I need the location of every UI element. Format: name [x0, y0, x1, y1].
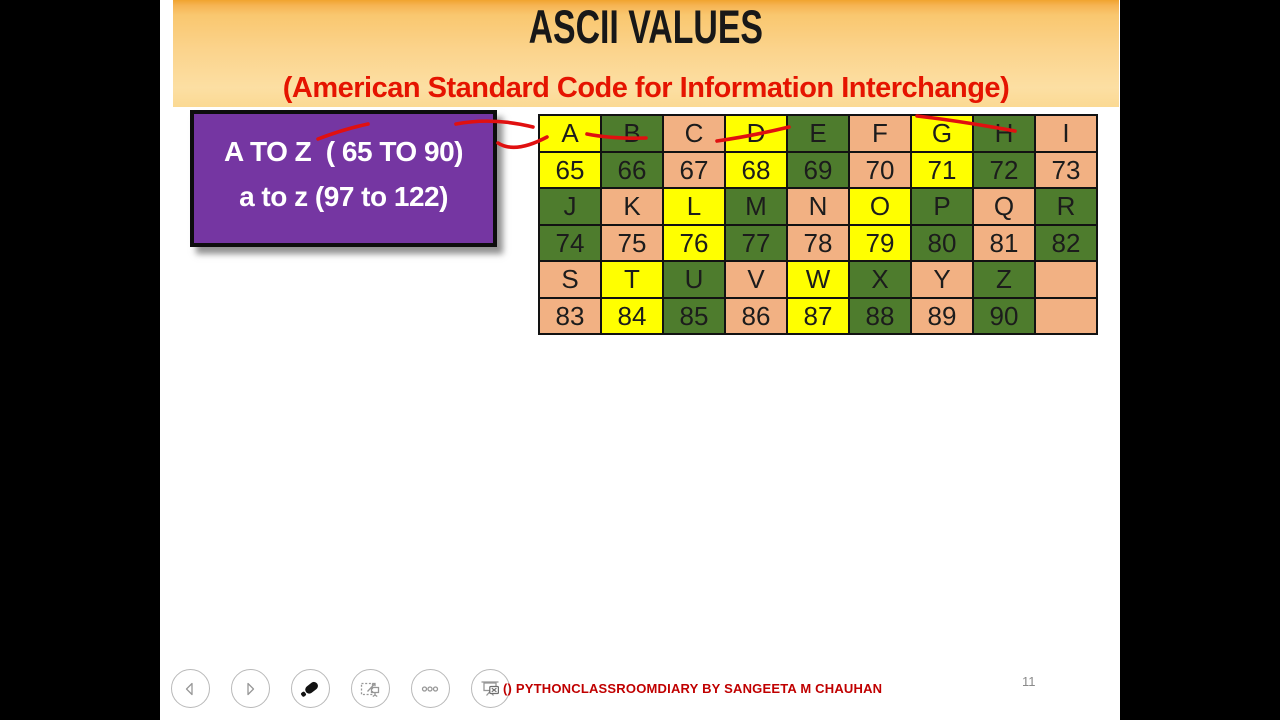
table-cell: Y — [912, 262, 972, 297]
table-cell: F — [850, 116, 910, 151]
zoom-slide-icon — [357, 676, 383, 702]
table-cell: 80 — [912, 225, 972, 260]
table-cell: 85 — [664, 298, 724, 333]
table-cell: 70 — [850, 152, 910, 187]
table-cell — [1036, 262, 1096, 297]
uppercase-range-text: A TO Z ( 65 TO 90) — [224, 136, 463, 167]
table-cell: V — [726, 262, 786, 297]
table-cell: R — [1036, 189, 1096, 224]
end-slideshow-icon — [477, 676, 503, 702]
header-banner: ASCII VALUES (American Standard Code for… — [173, 0, 1119, 107]
table-cell — [1036, 298, 1096, 333]
table-cell: M — [726, 189, 786, 224]
pen-annotations — [316, 114, 1017, 150]
table-cell: S — [540, 262, 600, 297]
table-cell: Z — [974, 262, 1034, 297]
table-cell: W — [788, 262, 848, 297]
table-cell: 71 — [912, 152, 972, 187]
table-cell: 77 — [726, 225, 786, 260]
table-cell: 82 — [1036, 225, 1096, 260]
eraser-pen-icon — [297, 676, 323, 702]
table-cell: 73 — [1036, 152, 1096, 187]
table-cell: U — [664, 262, 724, 297]
table-cell: 89 — [912, 298, 972, 333]
prev-arrow-icon — [178, 677, 202, 701]
table-cell: 81 — [974, 225, 1034, 260]
table-cell: G — [912, 116, 972, 151]
table-cell: 68 — [726, 152, 786, 187]
table-cell: N — [788, 189, 848, 224]
table-cell: 78 — [788, 225, 848, 260]
slide-subtitle: (American Standard Code for Information … — [282, 72, 1010, 104]
table-cell: 74 — [540, 225, 600, 260]
slide-title: ASCII VALUES — [528, 0, 764, 53]
page-number: 11 — [1022, 674, 1036, 689]
table-cell: 69 — [788, 152, 848, 187]
slide: ASCII VALUES (American Standard Code for… — [160, 0, 1120, 720]
next-slide-button[interactable] — [230, 669, 270, 708]
table-cell: 67 — [664, 152, 724, 187]
table-cell: E — [788, 116, 848, 151]
table-cell: J — [540, 189, 600, 224]
table-cell: I — [1036, 116, 1096, 151]
lowercase-range-text: a to z (97 to 122) — [239, 181, 448, 212]
table-cell: 84 — [602, 298, 662, 333]
table-cell: 75 — [602, 225, 662, 260]
pen-tool-button[interactable] — [290, 669, 330, 708]
table-cell: K — [602, 189, 662, 224]
table-cell: 83 — [540, 298, 600, 333]
table-cell: 72 — [974, 152, 1034, 187]
zoom-tool-button[interactable] — [350, 669, 390, 708]
table-cell: 90 — [974, 298, 1034, 333]
table-cell: D — [726, 116, 786, 151]
table-cell: 65 — [540, 152, 600, 187]
ellipsis-icon — [417, 676, 443, 702]
table-cell: L — [664, 189, 724, 224]
table-cell: P — [912, 189, 972, 224]
more-options-button[interactable] — [410, 669, 450, 708]
table-cell: 88 — [850, 298, 910, 333]
letterbox-right — [1120, 0, 1280, 720]
table-cell: 87 — [788, 298, 848, 333]
table-cell: X — [850, 262, 910, 297]
footer-credit: () PYTHONCLASSROOMDIARY BY SANGEETA M CH… — [503, 681, 883, 696]
table-cell: Q — [974, 189, 1034, 224]
table-cell: A — [540, 116, 600, 151]
table-cell: 86 — [726, 298, 786, 333]
table-cell: 66 — [602, 152, 662, 187]
table-cell: 79 — [850, 225, 910, 260]
prev-slide-button[interactable] — [170, 669, 210, 708]
next-arrow-icon — [238, 677, 262, 701]
range-info-box: A TO Z ( 65 TO 90) a to z (97 to 122) — [190, 110, 497, 247]
table-cell: O — [850, 189, 910, 224]
ascii-table: A B C D E F G H I 65 66 67 68 69 70 71 72 73 J K L M N O P Q R 74 75… — [538, 114, 1098, 335]
letterbox-left — [0, 0, 160, 720]
end-slideshow-button[interactable] — [470, 669, 510, 708]
table-cell: B — [602, 116, 662, 151]
table-cell: H — [974, 116, 1034, 151]
table-cell: C — [664, 116, 724, 151]
table-cell: 76 — [664, 225, 724, 260]
table-cell: T — [602, 262, 662, 297]
